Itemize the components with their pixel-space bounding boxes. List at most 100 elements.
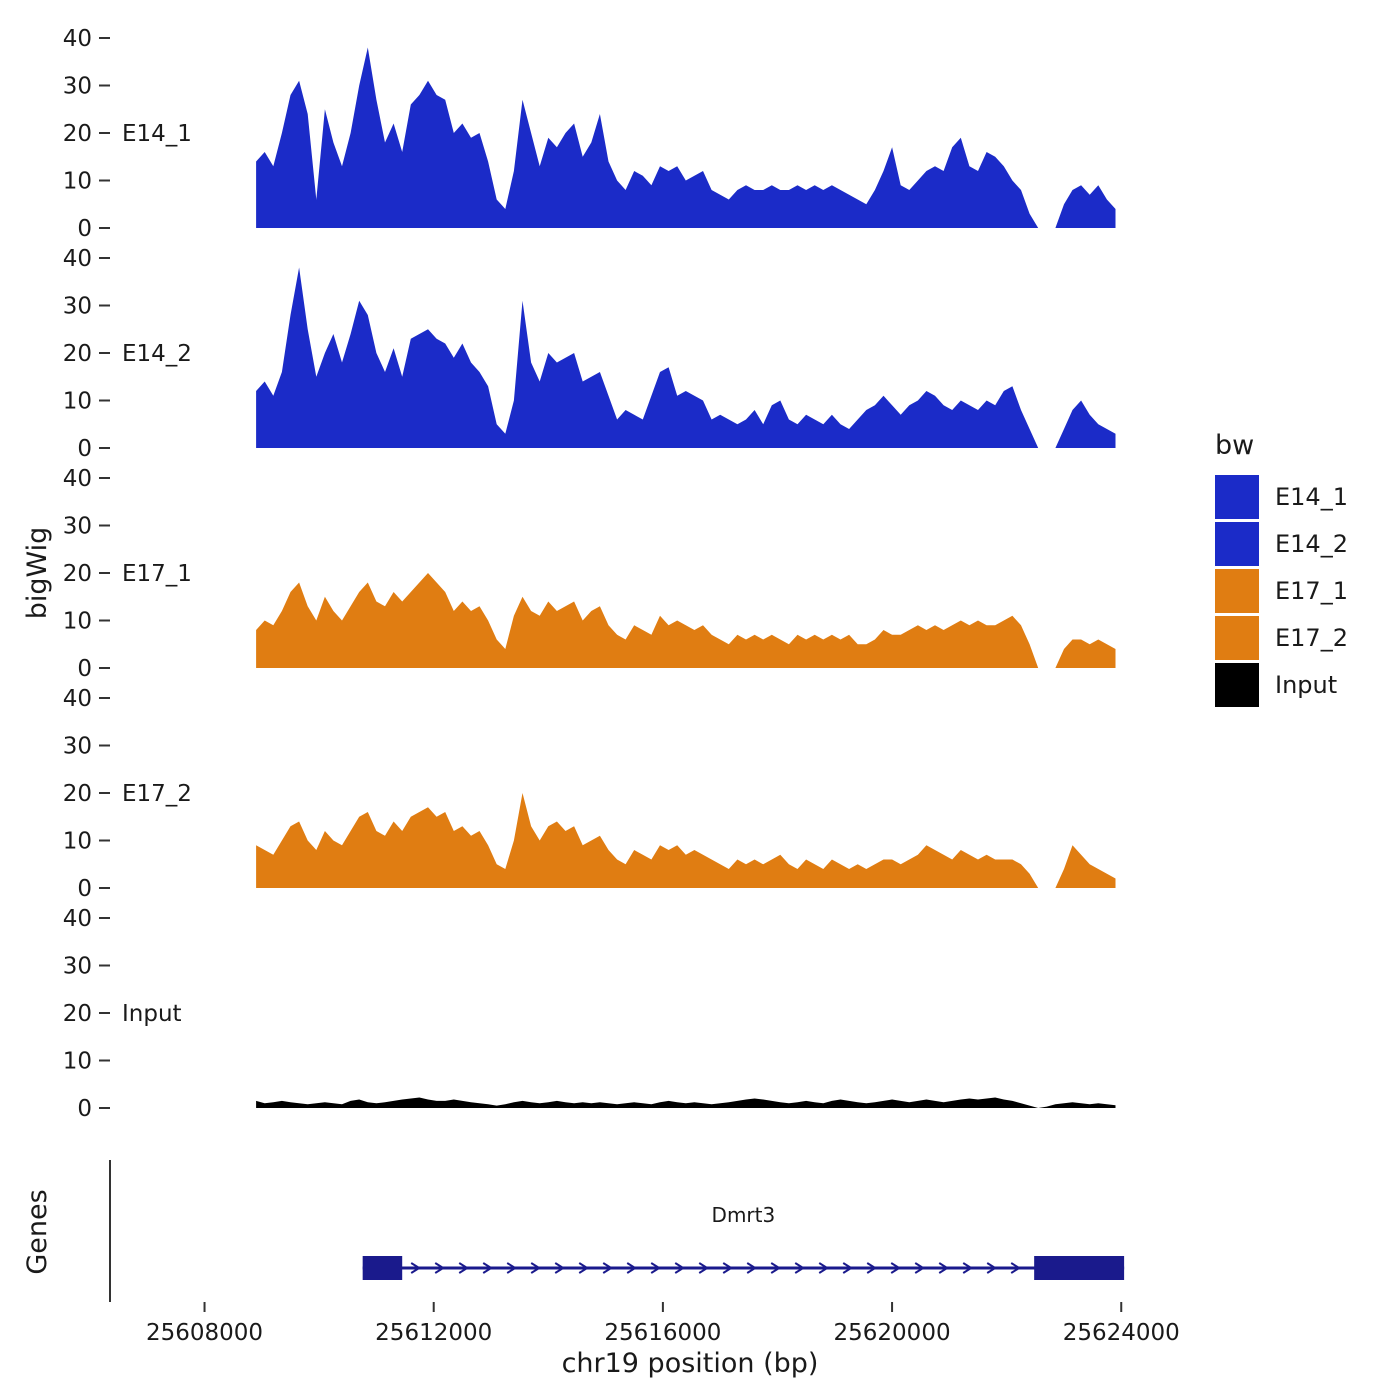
track-area-E17_1 [256, 573, 1116, 668]
y-tick-label: 0 [77, 436, 92, 462]
y-tick-label: 40 [63, 686, 92, 712]
y-tick-label: 40 [63, 906, 92, 932]
legend-item-label: E17_1 [1275, 577, 1348, 605]
y-tick-label: 30 [63, 734, 92, 760]
legend-item-label: Input [1275, 671, 1338, 699]
legend-swatch-icon [1215, 475, 1259, 519]
legend-swatch-icon [1215, 663, 1259, 707]
track-label-Input: Input [122, 1001, 182, 1027]
y-tick-label: 40 [63, 26, 92, 52]
strand-arrow-icon [602, 1262, 614, 1274]
strand-arrow-icon [650, 1262, 662, 1274]
gene-name-label: Dmrt3 [712, 1203, 776, 1227]
x-tick-label: 25612000 [375, 1320, 492, 1346]
strand-arrow-icon [842, 1262, 854, 1274]
gene-track: Dmrt3 [109, 1160, 1125, 1302]
legend-title: bw [1215, 430, 1255, 461]
y-tick-label: 20 [63, 1001, 92, 1027]
strand-arrow-icon [530, 1262, 542, 1274]
strand-arrow-icon [818, 1262, 830, 1274]
y-tick-label: 40 [63, 466, 92, 492]
track-label-E17_2: E17_2 [122, 781, 192, 807]
track-E17_2: 0 10 20 30 40 E17_2 [63, 686, 1116, 902]
track-area-E17_2 [256, 793, 1116, 888]
legend-item-E17_2: E17_2 [1215, 616, 1348, 660]
track-area-Input [256, 1097, 1116, 1108]
legend-swatch-icon [1215, 569, 1259, 613]
x-axis: 25608000 25612000 25616000 25620000 25624000 [146, 1302, 1180, 1346]
legend-item-label: E14_1 [1275, 483, 1348, 511]
y-tick-label: 10 [63, 609, 92, 635]
strand-arrow-icon [434, 1262, 446, 1274]
legend-item-E14_2: E14_2 [1215, 522, 1348, 566]
y-tick-label: 10 [63, 389, 92, 415]
strand-arrow-icon [674, 1262, 686, 1274]
legend-item-label: E17_2 [1275, 624, 1348, 652]
legend-item-label: E14_2 [1275, 530, 1348, 558]
strand-arrow-icon [962, 1262, 974, 1274]
y-tick-label: 30 [63, 514, 92, 540]
y-tick-label: 40 [63, 246, 92, 272]
gene-exon [362, 1256, 403, 1280]
strand-arrow-icon [1010, 1262, 1022, 1274]
strand-arrow-icon [866, 1262, 878, 1274]
strand-arrow-icon [722, 1262, 734, 1274]
strand-arrow-icon [938, 1262, 950, 1274]
track-area-E14_2 [256, 267, 1116, 448]
strand-arrow-icon [770, 1262, 782, 1274]
y-tick-label: 30 [63, 954, 92, 980]
track-Input: 0 10 20 30 40 Input [63, 906, 1116, 1122]
track-area-E14_1 [256, 47, 1116, 228]
x-axis-title: chr19 position (bp) [562, 1348, 819, 1379]
track-label-E14_1: E14_1 [122, 121, 192, 147]
legend-swatch-icon [1215, 616, 1259, 660]
legend-swatch-icon [1215, 522, 1259, 566]
strand-arrow-icon [482, 1262, 494, 1274]
legend-item-E17_1: E17_1 [1215, 569, 1348, 613]
genes-axis-title: Genes [22, 1189, 53, 1274]
x-tick-label: 25620000 [834, 1320, 951, 1346]
strand-arrow-icon [986, 1262, 998, 1274]
legend-items: E14_1 E14_2 E17_1 E17_2 Input [1215, 475, 1348, 707]
track-E17_1: 0 10 20 30 40 E17_1 [63, 466, 1116, 682]
legend-item-Input: Input [1215, 663, 1348, 707]
y-tick-label: 0 [77, 656, 92, 682]
y-tick-label: 20 [63, 781, 92, 807]
coverage-tracks: 0 10 20 30 40 E14_1 0 10 20 30 40 E14_2 0 10 20 30 40 E17… [63, 26, 1116, 1122]
strand-arrow-icon [578, 1262, 590, 1274]
x-tick-label: 25624000 [1063, 1320, 1180, 1346]
strand-arrow-icon [890, 1262, 902, 1274]
y-tick-label: 10 [63, 169, 92, 195]
x-tick-label: 25608000 [146, 1320, 263, 1346]
y-tick-label: 10 [63, 1049, 92, 1075]
strand-arrow-icon [506, 1262, 518, 1274]
strand-arrow-icon [698, 1262, 710, 1274]
track-E14_1: 0 10 20 30 40 E14_1 [63, 26, 1116, 242]
y-tick-label: 10 [63, 829, 92, 855]
y-tick-label: 20 [63, 561, 92, 587]
y-axis-title: bigWig [22, 527, 53, 620]
y-tick-label: 0 [77, 216, 92, 242]
y-tick-label: 0 [77, 1096, 92, 1122]
strand-arrow-icon [914, 1262, 926, 1274]
x-tick-label: 25616000 [604, 1320, 721, 1346]
legend: bw E14_1 E14_2 E17_1 E17_2 Input [1215, 430, 1348, 710]
gene-exon [1034, 1256, 1125, 1280]
y-tick-label: 20 [63, 121, 92, 147]
track-label-E17_1: E17_1 [122, 561, 192, 587]
y-tick-label: 30 [63, 74, 92, 100]
y-tick-label: 0 [77, 876, 92, 902]
track-label-E14_2: E14_2 [122, 341, 192, 367]
strand-arrow-icon [554, 1262, 566, 1274]
y-tick-label: 20 [63, 341, 92, 367]
strand-arrow-icon [458, 1262, 470, 1274]
strand-arrow-icon [626, 1262, 638, 1274]
legend-item-E14_1: E14_1 [1215, 475, 1348, 519]
strand-arrow-icon [746, 1262, 758, 1274]
strand-arrow-icon [410, 1262, 422, 1274]
strand-arrow-icon [794, 1262, 806, 1274]
y-tick-label: 30 [63, 294, 92, 320]
track-E14_2: 0 10 20 30 40 E14_2 [63, 246, 1116, 462]
